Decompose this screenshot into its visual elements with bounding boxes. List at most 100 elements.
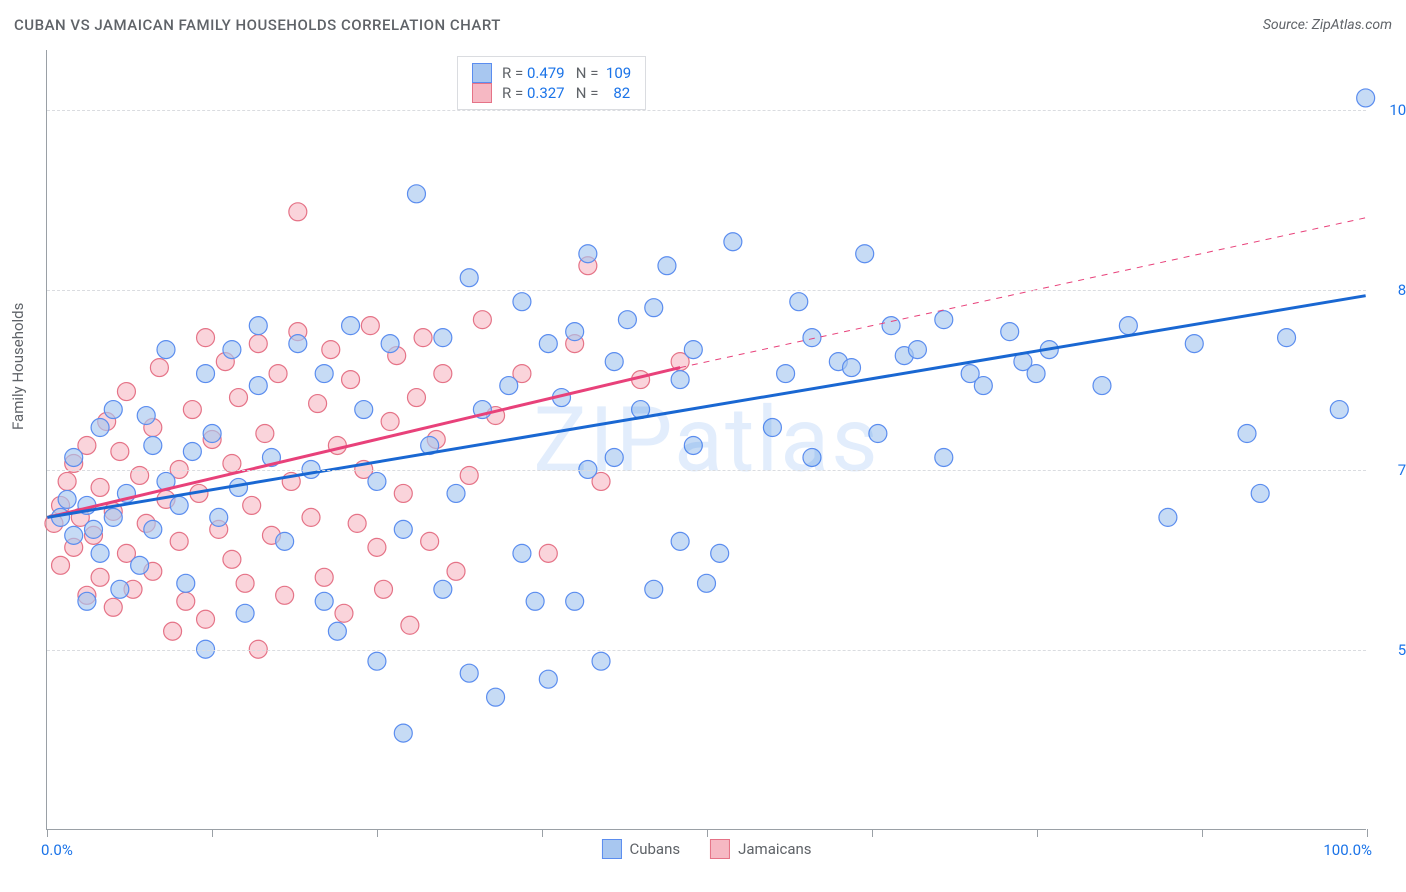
data-point (58, 490, 76, 508)
data-point (566, 323, 584, 341)
data-point (348, 514, 366, 532)
data-point (724, 233, 742, 251)
data-point (645, 580, 663, 598)
data-point (500, 377, 518, 395)
data-point (164, 622, 182, 640)
data-point (104, 508, 122, 526)
legend-swatch-jamaicans (472, 83, 492, 103)
trend-line (47, 296, 1365, 518)
trend-line (680, 218, 1366, 368)
data-point (368, 652, 386, 670)
data-point (117, 383, 135, 401)
legend-stats-jamaicans: R = 0.327 N = 82 (502, 84, 630, 102)
data-point (91, 568, 109, 586)
data-point (342, 317, 360, 335)
data-point (473, 311, 491, 329)
data-point (131, 556, 149, 574)
data-point (328, 437, 346, 455)
data-point (434, 365, 452, 383)
data-point (315, 592, 333, 610)
x-tick (542, 829, 543, 837)
y-tick-label: 55.0% (1374, 641, 1406, 659)
data-point (882, 317, 900, 335)
data-point (777, 365, 795, 383)
x-tick (377, 829, 378, 837)
data-point (434, 329, 452, 347)
data-point (381, 413, 399, 431)
data-point (328, 622, 346, 640)
data-point (78, 592, 96, 610)
data-point (335, 604, 353, 622)
data-point (605, 353, 623, 371)
data-point (487, 688, 505, 706)
data-point (803, 448, 821, 466)
data-point (592, 652, 610, 670)
data-point (183, 401, 201, 419)
data-point (210, 508, 228, 526)
data-point (407, 185, 425, 203)
data-point (539, 544, 557, 562)
data-point (170, 496, 188, 514)
data-point (579, 245, 597, 263)
data-point (315, 365, 333, 383)
data-point (322, 341, 340, 359)
data-point (243, 496, 261, 514)
data-point (368, 472, 386, 490)
data-point (460, 269, 478, 287)
data-point (52, 556, 70, 574)
data-point (197, 610, 215, 628)
data-point (460, 664, 478, 682)
data-point (539, 335, 557, 353)
data-point (91, 544, 109, 562)
series-label-cubans: Cubans (629, 840, 680, 858)
x-tick (1202, 829, 1203, 837)
data-point (394, 724, 412, 742)
data-point (65, 526, 83, 544)
data-point (236, 574, 254, 592)
series-swatch-jamaicans (710, 839, 730, 859)
data-point (65, 448, 83, 466)
data-point (177, 574, 195, 592)
data-point (276, 586, 294, 604)
data-point (177, 592, 195, 610)
data-point (375, 580, 393, 598)
series-label-jamaicans: Jamaicans (738, 840, 811, 858)
data-point (342, 371, 360, 389)
data-point (513, 544, 531, 562)
data-point (869, 425, 887, 443)
data-point (684, 437, 702, 455)
data-point (91, 419, 109, 437)
data-point (309, 395, 327, 413)
data-point (1119, 317, 1137, 335)
data-point (618, 311, 636, 329)
data-point (684, 341, 702, 359)
data-point (526, 592, 544, 610)
data-point (361, 317, 379, 335)
data-point (368, 538, 386, 556)
y-axis-title: Family Households (9, 303, 27, 430)
chart-header: CUBAN VS JAMAICAN FAMILY HOUSEHOLDS CORR… (14, 10, 1392, 40)
chart-frame: ZIPatlas R = 0.479 N = 109 R = 0.327 N =… (46, 50, 1366, 830)
data-point (91, 478, 109, 496)
gridline (47, 650, 1366, 651)
data-point (658, 257, 676, 275)
data-point (803, 329, 821, 347)
data-point (111, 580, 129, 598)
data-point (58, 472, 76, 490)
data-point (381, 335, 399, 353)
data-point (157, 341, 175, 359)
x-tick (872, 829, 873, 837)
data-point (289, 203, 307, 221)
data-point (1185, 335, 1203, 353)
data-point (856, 245, 874, 263)
chart-title: CUBAN VS JAMAICAN FAMILY HOUSEHOLDS CORR… (14, 16, 501, 34)
data-point (230, 389, 248, 407)
data-point (513, 293, 531, 311)
data-point (104, 401, 122, 419)
data-point (407, 389, 425, 407)
data-point (315, 568, 333, 586)
gridline (47, 110, 1366, 111)
data-point (935, 311, 953, 329)
data-point (539, 670, 557, 688)
legend-swatch-cubans (472, 63, 492, 83)
